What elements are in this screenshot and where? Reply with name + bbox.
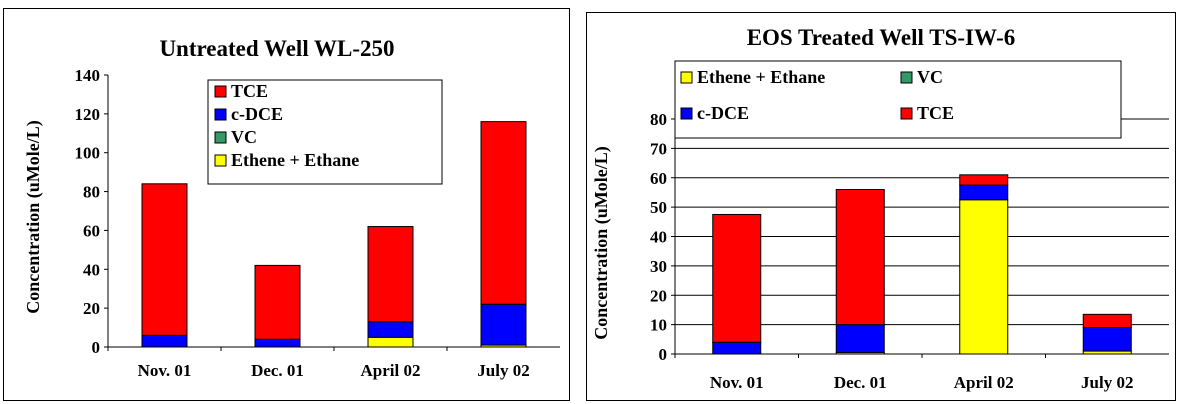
legend-label-c-dce: c-DCE: [231, 104, 283, 124]
chart-panel-eos-treated: EOS Treated Well TS-IW-6 Concentration (…: [586, 12, 1176, 401]
bar-segment-tce: [835, 189, 885, 326]
bar-segment-c-dce: [367, 321, 414, 338]
legend-box: [674, 60, 1122, 139]
y-tick-label: 40: [650, 228, 667, 247]
bar-segment-tce: [254, 264, 301, 340]
legend-label-c-dce: c-DCE: [697, 103, 749, 123]
chart-title: Untreated Well WL-250: [159, 36, 394, 61]
x-tick-label: July 02: [477, 361, 529, 380]
y-tick-label: 0: [659, 345, 668, 364]
y-axis-label: Concentration (uMole/L): [23, 120, 44, 313]
y-tick-label: 100: [75, 144, 101, 163]
bar-segment-c-dce: [1082, 327, 1132, 352]
chart-eos-treated-svg: EOS Treated Well TS-IW-6 Concentration (…: [591, 25, 1169, 392]
bar-segment-tce: [367, 226, 414, 323]
x-tick-label: Dec. 01: [251, 361, 304, 380]
y-tick-label: 60: [650, 169, 667, 188]
legend-label-vc: VC: [231, 127, 257, 147]
bar-segment-c-dce: [141, 334, 188, 348]
chart-title: EOS Treated Well TS-IW-6: [747, 25, 1016, 50]
legend-swatch-ethene-ethane: [680, 71, 693, 84]
y-tick-label: 20: [83, 299, 100, 318]
bar-segment-tce: [1082, 313, 1132, 329]
legend-label-tce: TCE: [917, 103, 954, 123]
y-tick-label: 140: [75, 66, 101, 85]
bar-segment-c-dce: [835, 324, 885, 354]
bar-segment-c-dce: [254, 338, 301, 348]
chart-untreated-svg: Untreated Well WL-250 Concentration (uMo…: [23, 36, 560, 380]
legend-label-vc: VC: [917, 67, 943, 87]
x-tick-label: Nov. 01: [710, 373, 764, 392]
y-tick-label: 30: [650, 257, 667, 276]
y-tick-label: 50: [650, 198, 667, 217]
chart-panel-untreated: Untreated Well WL-250 Concentration (uMo…: [3, 8, 570, 401]
bar-segment-c-dce: [480, 303, 527, 346]
x-tick-label: April 02: [954, 373, 1014, 392]
legend-swatch-tce: [900, 107, 913, 120]
y-tick-label: 40: [83, 260, 100, 279]
bar-segment-ethene-ethane: [367, 336, 414, 348]
bar-segment-tce: [141, 183, 188, 336]
bar-segment-tce: [480, 121, 527, 305]
legend-swatch-c-dce: [680, 107, 693, 120]
legend-swatch-c-dce: [214, 108, 227, 121]
legend-label-ethene-ethane: Ethene + Ethane: [231, 150, 359, 170]
legend-label-ethene-ethane: Ethene + Ethane: [697, 67, 825, 87]
legend-swatch-vc: [214, 131, 227, 144]
x-tick-label: July 02: [1081, 373, 1133, 392]
y-tick-label: 60: [83, 221, 100, 240]
y-tick-label: 80: [650, 110, 667, 129]
bar-segment-tce: [959, 174, 1009, 186]
bar-segment-c-dce: [959, 184, 1009, 201]
y-tick-label: 20: [650, 286, 667, 305]
y-tick-label: 80: [83, 183, 100, 202]
bar-segment-tce: [712, 213, 762, 343]
y-tick-label: 0: [92, 338, 101, 357]
y-tick-label: 70: [650, 139, 667, 158]
legend-label-tce: TCE: [231, 81, 268, 101]
legend-box: [207, 79, 443, 185]
x-tick-label: Nov. 01: [138, 361, 192, 380]
y-axis-label: Concentration (uMole/L): [591, 146, 612, 339]
bar-segment-c-dce: [712, 341, 762, 355]
legend-swatch-tce: [214, 85, 227, 98]
y-tick-label: 120: [75, 105, 101, 124]
y-tick-label: 10: [650, 316, 667, 335]
bar-segment-ethene-ethane: [959, 199, 1009, 355]
legend-swatch-ethene-ethane: [214, 154, 227, 167]
legend-swatch-vc: [900, 71, 913, 84]
x-tick-label: Dec. 01: [834, 373, 887, 392]
x-tick-label: April 02: [361, 361, 421, 380]
